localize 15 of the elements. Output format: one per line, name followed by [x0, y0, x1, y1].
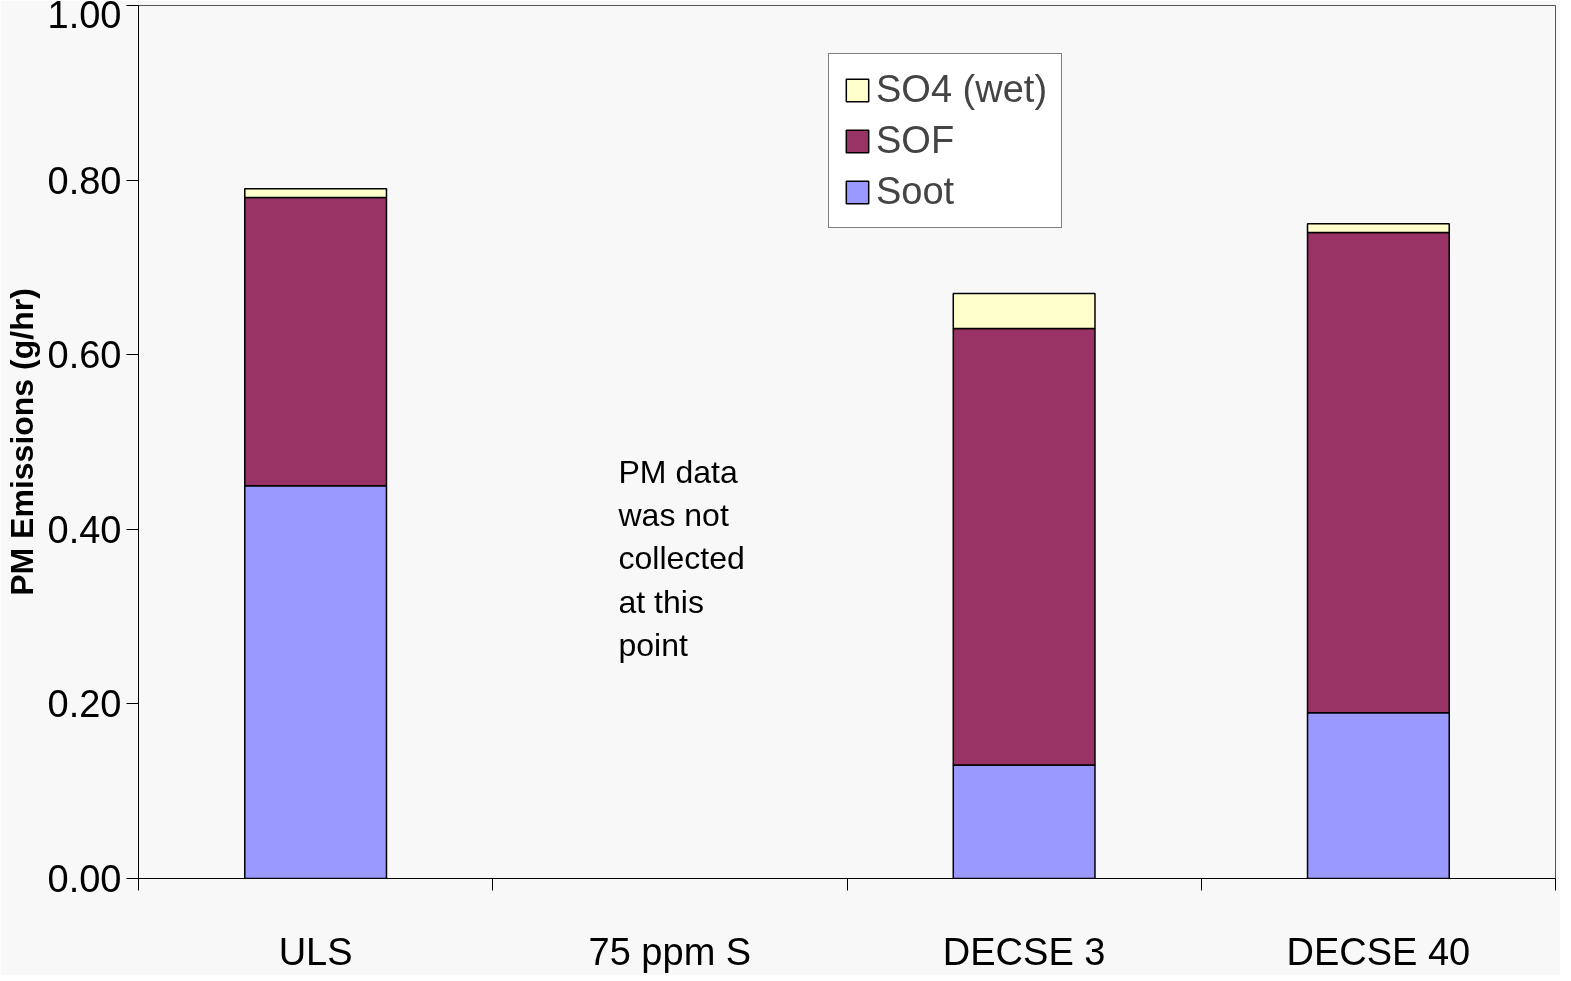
legend-label: SO4 (wet)	[876, 68, 1048, 111]
y-tick-label: 0.80	[47, 159, 122, 202]
y-tick-label: 0.00	[47, 858, 122, 900]
y-tick-label: 0.40	[47, 508, 122, 551]
x-tick-label: DECSE 3	[942, 930, 1106, 973]
y-tick-label: 0.20	[47, 683, 122, 726]
annotation: PM data was not collected at this point	[617, 454, 745, 663]
legend-label: Soot	[876, 170, 955, 213]
x-tick-label: DECSE 40	[1286, 930, 1471, 973]
x-tick-label: 75 ppm S	[588, 930, 752, 973]
y-tick-label: 0.60	[47, 334, 122, 377]
y-tick-label: 1.00	[47, 0, 122, 36]
legend-label: SOF	[876, 119, 955, 162]
y-axis-title: PM Emissions (g/hr)	[3, 288, 40, 596]
x-tick-label: ULS	[278, 930, 353, 973]
